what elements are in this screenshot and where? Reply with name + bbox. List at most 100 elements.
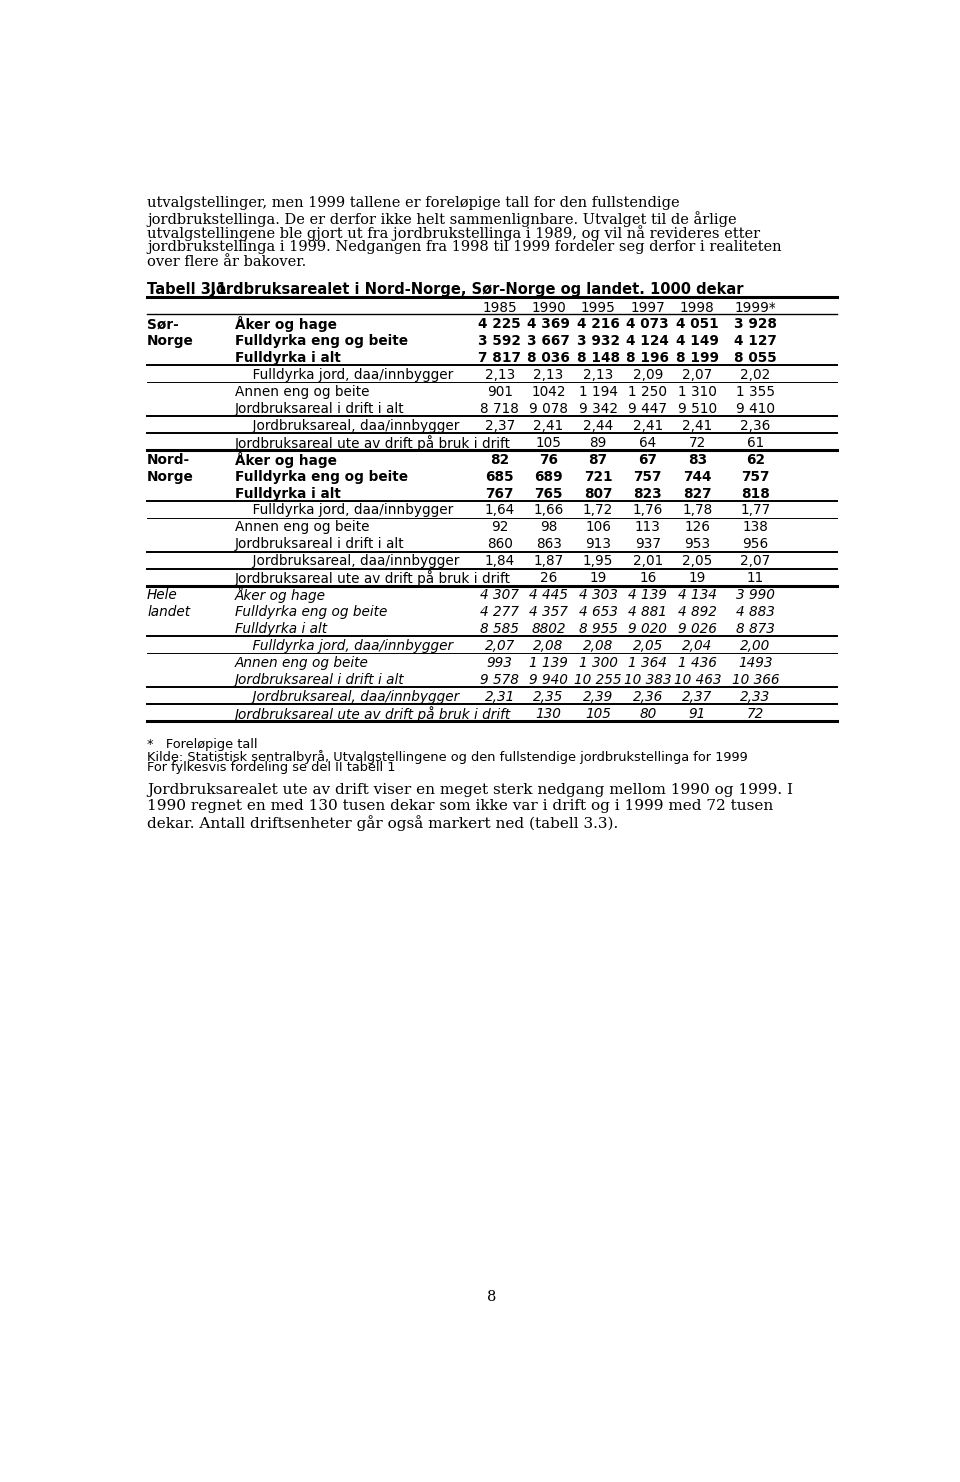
- Text: 2,04: 2,04: [683, 639, 712, 654]
- Text: 2,13: 2,13: [485, 368, 515, 382]
- Text: For fylkesvis fordeling se del II tabell 1: For fylkesvis fordeling se del II tabell…: [147, 762, 396, 775]
- Text: 16: 16: [639, 571, 657, 585]
- Text: 2,02: 2,02: [740, 368, 771, 382]
- Text: 105: 105: [536, 436, 562, 449]
- Text: 2,39: 2,39: [583, 689, 613, 704]
- Text: 953: 953: [684, 538, 710, 551]
- Text: 67: 67: [638, 452, 658, 467]
- Text: 26: 26: [540, 571, 557, 585]
- Text: 3 990: 3 990: [736, 588, 775, 602]
- Text: 937: 937: [635, 538, 660, 551]
- Text: 2,41: 2,41: [683, 419, 712, 433]
- Text: 130: 130: [536, 707, 562, 720]
- Text: 689: 689: [535, 470, 563, 483]
- Text: 105: 105: [586, 707, 612, 720]
- Text: 4 149: 4 149: [676, 333, 719, 348]
- Text: 1985: 1985: [482, 301, 517, 316]
- Text: 1990 regnet en med 130 tusen dekar som ikke var i drift og i 1999 med 72 tusen: 1990 regnet en med 130 tusen dekar som i…: [147, 799, 774, 814]
- Text: 901: 901: [487, 385, 513, 399]
- Text: 89: 89: [589, 436, 607, 449]
- Text: 4 124: 4 124: [626, 333, 669, 348]
- Text: 2,36: 2,36: [633, 689, 663, 704]
- Text: utvalgstellinger, men 1999 tallene er foreløpige tall for den fullstendige: utvalgstellinger, men 1999 tallene er fo…: [147, 196, 680, 210]
- Text: 3 932: 3 932: [577, 333, 619, 348]
- Text: 19: 19: [589, 571, 607, 585]
- Text: Jordbruksareal ute av drift på bruk i drift: Jordbruksareal ute av drift på bruk i dr…: [234, 705, 511, 722]
- Text: 9 020: 9 020: [629, 622, 667, 636]
- Text: 913: 913: [586, 538, 612, 551]
- Text: 993: 993: [487, 657, 513, 670]
- Text: 4 307: 4 307: [480, 588, 519, 602]
- Text: 4 139: 4 139: [629, 588, 667, 602]
- Text: 7 817: 7 817: [478, 351, 521, 365]
- Text: 721: 721: [584, 470, 612, 483]
- Text: Fulldyrka i alt: Fulldyrka i alt: [234, 351, 341, 365]
- Text: 3 667: 3 667: [527, 333, 570, 348]
- Text: 8 873: 8 873: [736, 622, 775, 636]
- Text: 2,13: 2,13: [534, 368, 564, 382]
- Text: 2,31: 2,31: [485, 689, 515, 704]
- Text: 1 250: 1 250: [628, 385, 667, 399]
- Text: over flere år bakover.: over flere år bakover.: [147, 255, 306, 268]
- Text: 92: 92: [492, 520, 509, 535]
- Text: Jordbruksareal i drift i alt: Jordbruksareal i drift i alt: [234, 673, 404, 686]
- Text: 87: 87: [588, 452, 608, 467]
- Text: 10 366: 10 366: [732, 673, 780, 686]
- Text: Fulldyrka jord, daa/innbygger: Fulldyrka jord, daa/innbygger: [234, 368, 453, 382]
- Text: 4 369: 4 369: [527, 317, 570, 330]
- Text: 8 585: 8 585: [480, 622, 519, 636]
- Text: 2,08: 2,08: [583, 639, 613, 654]
- Text: 4 892: 4 892: [678, 605, 717, 619]
- Text: 10 255: 10 255: [574, 673, 622, 686]
- Text: 2,37: 2,37: [683, 689, 712, 704]
- Text: 1990: 1990: [531, 301, 566, 316]
- Text: 744: 744: [684, 470, 711, 483]
- Text: utvalgstellingene ble gjort ut fra jordbrukstellinga i 1989, og vil nå revideres: utvalgstellingene ble gjort ut fra jordb…: [147, 225, 760, 242]
- Text: 2,08: 2,08: [534, 639, 564, 654]
- Text: 9 078: 9 078: [529, 402, 568, 416]
- Text: Norge: Norge: [147, 333, 194, 348]
- Text: 757: 757: [741, 470, 770, 483]
- Text: 64: 64: [639, 436, 657, 449]
- Text: 8802: 8802: [531, 622, 565, 636]
- Text: Jordbruksareal i drift i alt: Jordbruksareal i drift i alt: [234, 538, 404, 551]
- Text: Åker og hage: Åker og hage: [234, 316, 337, 332]
- Text: 8: 8: [488, 1289, 496, 1304]
- Text: 80: 80: [639, 707, 657, 720]
- Text: 860: 860: [487, 538, 513, 551]
- Text: 4 216: 4 216: [577, 317, 619, 330]
- Text: Jordbruksareal, daa/innbygger: Jordbruksareal, daa/innbygger: [234, 419, 459, 433]
- Text: Åker og hage: Åker og hage: [234, 587, 325, 603]
- Text: 2,41: 2,41: [534, 419, 564, 433]
- Text: 2,37: 2,37: [485, 419, 515, 433]
- Text: 1,84: 1,84: [485, 554, 515, 568]
- Text: 2,07: 2,07: [740, 554, 771, 568]
- Text: 1 364: 1 364: [629, 657, 667, 670]
- Text: 72: 72: [688, 436, 706, 449]
- Text: 83: 83: [687, 452, 707, 467]
- Text: 3 928: 3 928: [734, 317, 777, 330]
- Text: 2,07: 2,07: [683, 368, 712, 382]
- Text: dekar. Antall driftsenheter går også markert ned (tabell 3.3).: dekar. Antall driftsenheter går også mar…: [147, 815, 618, 831]
- Text: 8 718: 8 718: [480, 402, 519, 416]
- Text: Fulldyrka jord, daa/innbygger: Fulldyrka jord, daa/innbygger: [234, 504, 453, 517]
- Text: 757: 757: [634, 470, 662, 483]
- Text: 1,87: 1,87: [534, 554, 564, 568]
- Text: Sør-: Sør-: [147, 317, 179, 330]
- Text: 11: 11: [747, 571, 764, 585]
- Text: Jordbruksarealet ute av drift viser en meget sterk nedgang mellom 1990 og 1999. : Jordbruksarealet ute av drift viser en m…: [147, 782, 793, 797]
- Text: 10 463: 10 463: [674, 673, 721, 686]
- Text: 818: 818: [741, 486, 770, 501]
- Text: Fulldyrka eng og beite: Fulldyrka eng og beite: [234, 470, 408, 483]
- Text: 2,41: 2,41: [633, 419, 663, 433]
- Text: jordbrukstellinga i 1999. Nedgangen fra 1998 til 1999 fordeler seg derfor i real: jordbrukstellinga i 1999. Nedgangen fra …: [147, 240, 781, 255]
- Text: Nord-: Nord-: [147, 452, 190, 467]
- Text: 3 592: 3 592: [478, 333, 521, 348]
- Text: Jordbruksareal, daa/innbygger: Jordbruksareal, daa/innbygger: [234, 689, 459, 704]
- Text: 76: 76: [540, 452, 558, 467]
- Text: 4 653: 4 653: [579, 605, 617, 619]
- Text: Fulldyrka eng og beite: Fulldyrka eng og beite: [234, 333, 408, 348]
- Text: 1,66: 1,66: [534, 504, 564, 517]
- Text: Fulldyrka jord, daa/innbygger: Fulldyrka jord, daa/innbygger: [234, 639, 453, 654]
- Text: 1 139: 1 139: [529, 657, 568, 670]
